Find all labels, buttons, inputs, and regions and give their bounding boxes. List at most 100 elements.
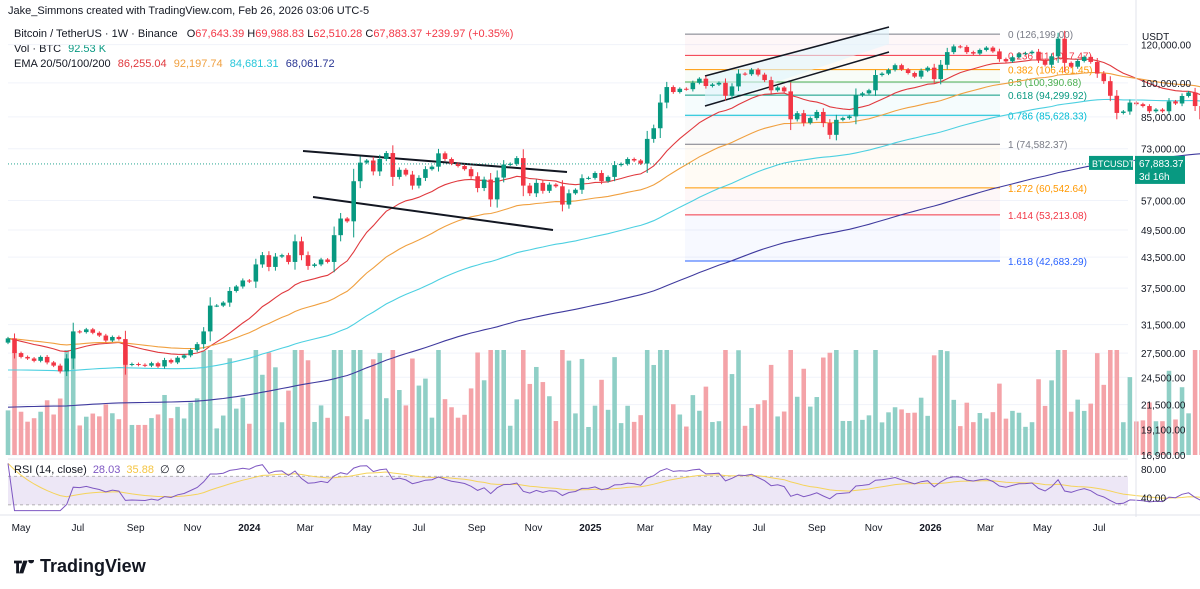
candle-body bbox=[83, 329, 89, 333]
volume-bar bbox=[794, 396, 800, 455]
volume-bar bbox=[768, 364, 774, 455]
candle-body bbox=[527, 185, 533, 194]
open-value: 67,643.39 bbox=[195, 28, 245, 40]
volume-bar bbox=[690, 395, 696, 455]
candle-body bbox=[729, 86, 735, 96]
candle-body bbox=[260, 255, 265, 265]
candle-body bbox=[351, 181, 356, 222]
candle-body bbox=[710, 84, 715, 86]
countdown-value: 3d 16h bbox=[1139, 172, 1170, 183]
price-tick-label: 16,900.00 bbox=[1141, 451, 1186, 462]
volume-bar bbox=[918, 397, 924, 455]
volume-bar bbox=[573, 413, 578, 455]
volume-bar bbox=[1062, 350, 1067, 455]
time-tick-label: 2026 bbox=[919, 523, 942, 534]
price-tick-label: 19,100.00 bbox=[1141, 425, 1186, 436]
candle-body bbox=[1088, 56, 1094, 62]
candle-body bbox=[318, 259, 324, 265]
price-tick-label: 27,500.00 bbox=[1141, 349, 1186, 360]
candle-body bbox=[775, 87, 780, 91]
fib-band bbox=[685, 95, 1000, 116]
volume-bar bbox=[912, 412, 917, 455]
candle-body bbox=[344, 218, 350, 222]
volume-bar bbox=[1010, 410, 1015, 455]
candle-body bbox=[990, 47, 996, 52]
volume-bar bbox=[703, 386, 709, 455]
time-tick-label: May bbox=[12, 523, 31, 534]
volume-bar bbox=[429, 417, 435, 455]
volume-bar bbox=[873, 350, 878, 455]
fib-band bbox=[685, 187, 1000, 215]
volume-bar bbox=[579, 358, 585, 455]
volume-bar bbox=[1068, 411, 1074, 455]
candle-body bbox=[38, 356, 43, 361]
candle-body bbox=[384, 153, 389, 159]
candle-body bbox=[573, 189, 578, 194]
candle-body bbox=[879, 73, 885, 76]
volume-bar bbox=[397, 390, 402, 455]
candle-body bbox=[984, 47, 989, 50]
candle-body bbox=[579, 178, 585, 190]
candle-body bbox=[77, 331, 83, 333]
candle-body bbox=[234, 286, 239, 291]
volume-bar bbox=[344, 416, 350, 455]
ema-label[interactable]: EMA 20/50/100/200 bbox=[14, 58, 111, 70]
candle-body bbox=[18, 353, 24, 357]
volume-bar bbox=[266, 352, 272, 455]
candle-body bbox=[944, 52, 950, 65]
candle-body bbox=[553, 184, 559, 187]
low-label: L bbox=[307, 28, 314, 40]
rsi-tick-label: 40.00 bbox=[1141, 494, 1166, 505]
volume-bar bbox=[442, 399, 448, 455]
volume-bar bbox=[553, 421, 559, 455]
volume-bar bbox=[31, 418, 37, 455]
volume-bar bbox=[25, 421, 30, 455]
volume-bar bbox=[951, 399, 957, 455]
volume-bar bbox=[214, 428, 220, 455]
channel-lower-2025 bbox=[704, 51, 890, 107]
candle-body bbox=[286, 255, 291, 262]
volume-bar bbox=[227, 358, 233, 455]
ema50-value: 92,197.74 bbox=[173, 58, 223, 70]
candle-body bbox=[266, 255, 272, 267]
volume-bar bbox=[507, 425, 513, 455]
close-label: C bbox=[365, 28, 374, 40]
volume-bar bbox=[384, 398, 389, 455]
candle-body bbox=[507, 163, 513, 165]
volume-bar bbox=[149, 418, 154, 455]
volume-bar bbox=[671, 404, 676, 455]
volume-bar bbox=[625, 405, 630, 455]
volume-bar bbox=[560, 350, 565, 455]
chart-legend: Bitcoin / TetherUS · 1W · Binance O67,64… bbox=[14, 27, 513, 72]
volume-bar bbox=[677, 414, 683, 455]
candle-body bbox=[305, 255, 311, 266]
ema50-line bbox=[7, 71, 1200, 350]
volume-bar bbox=[201, 350, 206, 455]
rsi-label[interactable]: RSI (14, close) bbox=[14, 464, 87, 476]
volume-label[interactable]: Vol · BTC bbox=[14, 43, 62, 55]
candle-body bbox=[240, 280, 246, 287]
candle-body bbox=[142, 364, 148, 366]
symbol-title[interactable]: Bitcoin / TetherUS · 1W · Binance bbox=[14, 28, 178, 40]
candle-body bbox=[951, 46, 957, 53]
candle-body bbox=[1023, 53, 1028, 55]
symbol-tag: BTCUSDT bbox=[1092, 159, 1135, 169]
symbol-tag-bg bbox=[1089, 155, 1133, 170]
candle-body bbox=[1160, 109, 1165, 112]
candle-body bbox=[1192, 92, 1198, 107]
candle-body bbox=[788, 91, 793, 120]
volume-bar bbox=[70, 350, 76, 455]
candle-body bbox=[70, 331, 76, 359]
candle-body bbox=[481, 179, 487, 189]
candle-body bbox=[821, 111, 826, 124]
candle-body bbox=[253, 264, 259, 282]
ohlc-values: O67,643.39 H69,988.83 L62,510.28 C67,883… bbox=[187, 28, 514, 40]
channel-lines bbox=[302, 26, 890, 231]
fib-label: 1.272 (60,542.64) bbox=[1008, 184, 1087, 195]
candle-body bbox=[377, 158, 383, 172]
volume-bar bbox=[1140, 420, 1146, 455]
volume-bar bbox=[77, 425, 83, 455]
volume-bar bbox=[684, 426, 689, 455]
candle-body bbox=[971, 52, 976, 54]
